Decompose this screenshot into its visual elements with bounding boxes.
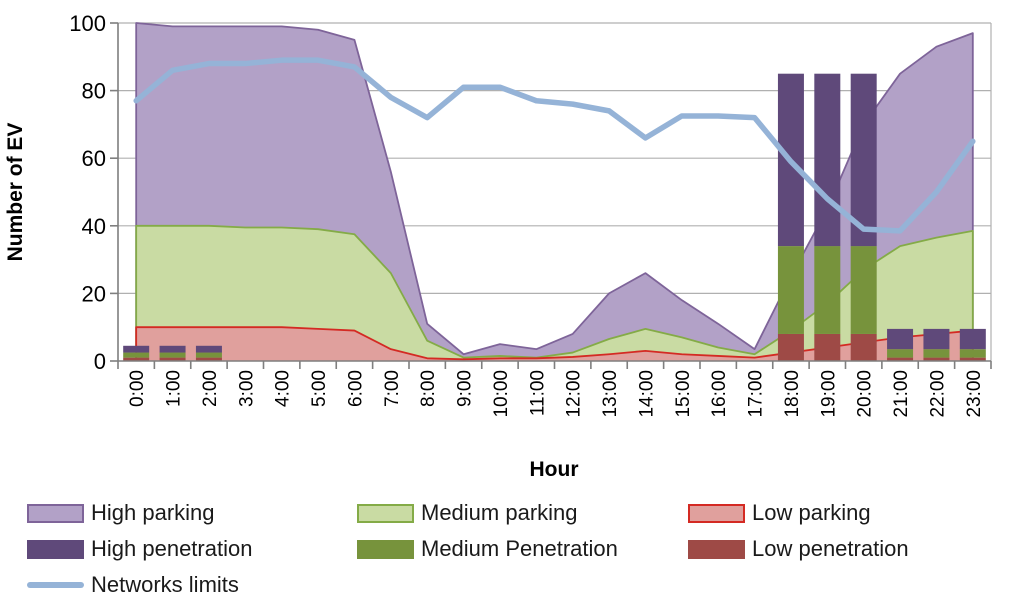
x-tick-label: 3:00: [236, 370, 257, 407]
legend-item-low-penetration: Low penetration: [688, 536, 909, 562]
legend-item-medium-penetration: Medium Penetration: [357, 536, 618, 562]
axes-and-ticks: [110, 22, 992, 369]
y-tick-label: 40: [82, 214, 106, 239]
x-tick-label: 23:00: [964, 370, 985, 418]
legend-color-swatch: [688, 539, 745, 559]
x-tick-label: 4:00: [273, 370, 294, 407]
legend-label: Low parking: [752, 500, 871, 525]
x-axis-title: Hour: [530, 458, 579, 481]
parking-areas: [135, 22, 974, 361]
x-tick-label: 1:00: [164, 370, 185, 407]
legend-color-swatch: [688, 503, 745, 523]
x-tick-label: 17:00: [746, 370, 767, 418]
x-tick-label: 15:00: [673, 370, 694, 418]
x-tick-label: 20:00: [855, 370, 876, 418]
x-tick-label: 22:00: [927, 370, 948, 418]
y-tick-label: 0: [94, 349, 106, 374]
x-tick-labels: 0:00 1:00 2:00 3:00 4:00 5:00 6:00 7:00 8:00 9:00…: [127, 370, 985, 418]
legend-item-low-parking: Low parking: [688, 500, 871, 526]
x-tick-label: 21:00: [891, 370, 912, 418]
y-tick-label: 80: [82, 79, 106, 104]
legend-line-swatch: [27, 582, 84, 588]
x-tick-label: 9:00: [455, 370, 476, 407]
legend-color-swatch: [357, 539, 414, 559]
legend-item-high-penetration: High penetration: [27, 536, 252, 562]
y-tick-label: 100: [69, 11, 106, 36]
y-tick-label: 60: [82, 146, 106, 171]
x-tick-label: 19:00: [818, 370, 839, 418]
legend-color-swatch: [27, 503, 84, 523]
legend-item-high-parking: High parking: [27, 500, 215, 526]
networks-limits-line: [133, 57, 976, 234]
x-tick-label: 18:00: [782, 370, 803, 418]
x-tick-label: 13:00: [600, 370, 621, 418]
y-axis-title: Number of EV: [4, 123, 27, 262]
legend-label: High penetration: [91, 536, 253, 561]
x-tick-label: 5:00: [309, 370, 330, 407]
legend-label: Medium Penetration: [421, 536, 618, 561]
legend-label: Networks limits: [91, 572, 239, 597]
x-tick-label: 14:00: [636, 370, 657, 418]
x-tick-label: 10:00: [491, 370, 512, 418]
y-tick-labels: 0 20 40 60 80 100: [69, 11, 106, 374]
x-tick-label: 8:00: [418, 370, 439, 407]
legend-item-medium-parking: Medium parking: [357, 500, 578, 526]
x-tick-label: 16:00: [709, 370, 730, 418]
legend-label: High parking: [91, 500, 215, 525]
x-tick-label: 7:00: [382, 370, 403, 407]
x-tick-label: 0:00: [127, 370, 148, 407]
legend-label: Medium parking: [421, 500, 578, 525]
legend-color-swatch: [27, 539, 84, 559]
x-tick-label: 11:00: [527, 370, 548, 416]
x-tick-label: 6:00: [345, 370, 366, 407]
chart-plot: 0:00 1:00 2:00 3:00 4:00 5:00 6:00 7:00 8:00 9:00…: [4, 11, 992, 481]
x-tick-label: 2:00: [200, 370, 221, 407]
y-tick-label: 20: [82, 281, 106, 306]
x-tick-label: 12:00: [564, 370, 585, 418]
legend-color-swatch: [357, 503, 414, 523]
legend-label: Low penetration: [752, 536, 909, 561]
legend-item-networks-limits: Networks limits: [27, 572, 239, 598]
penetration-bars: [123, 73, 986, 361]
